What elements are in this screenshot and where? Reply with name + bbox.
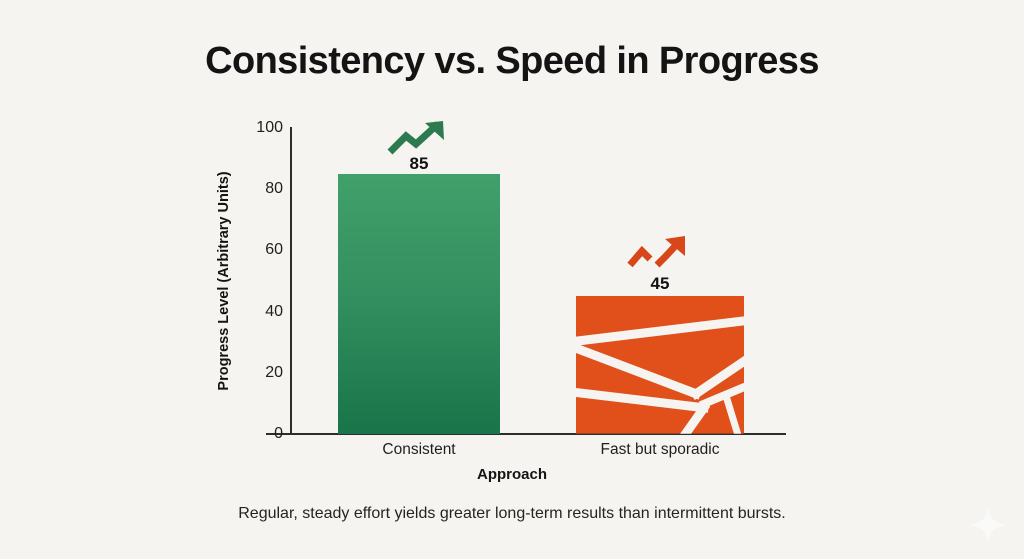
value-label-consistent: 85	[409, 154, 429, 173]
y-tick-80: 80	[265, 180, 283, 198]
y-tick-0: 0	[274, 425, 283, 442]
y-tick-20: 20	[265, 363, 283, 381]
y-tick-60: 60	[265, 241, 283, 259]
bar-fast-but-sporadic[interactable]	[576, 296, 744, 434]
y-axis-label: Progress Level (Arbitrary Units)	[216, 171, 232, 391]
y-tick-100: 100	[256, 119, 283, 136]
x-tick-consistent: Consistent	[382, 441, 456, 458]
broken-trending-up-arrow-icon	[625, 234, 695, 274]
chart-title: Consistency vs. Speed in Progress	[205, 40, 819, 82]
bar-consistent[interactable]	[338, 173, 500, 434]
trending-up-arrow-icon	[384, 118, 454, 158]
value-label-fast-but-sporadic: 45	[650, 274, 670, 293]
chart-caption: Regular, steady effort yields greater lo…	[238, 505, 786, 522]
x-axis-label: Approach	[476, 466, 547, 483]
shattered-bar-shape	[576, 296, 744, 434]
plot-area: 0 20 40 60 80 100	[256, 119, 784, 442]
x-tick-fast-but-sporadic: Fast but sporadic	[600, 441, 720, 458]
x-axis-line	[266, 433, 786, 435]
y-axis-line	[290, 127, 292, 435]
y-tick-40: 40	[265, 302, 283, 320]
